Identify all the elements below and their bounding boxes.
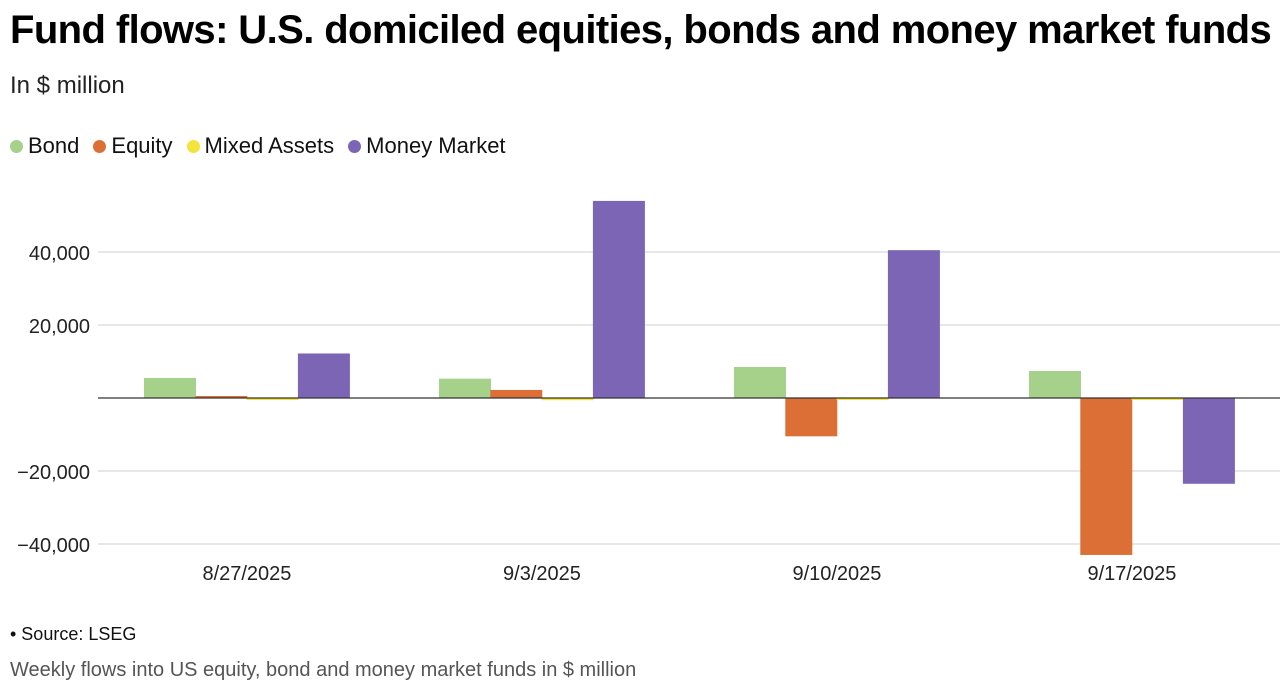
chart-title: Fund flows: U.S. domiciled equities, bon… xyxy=(10,8,1272,52)
y-tick-label-1: 20,000 xyxy=(29,316,90,338)
legend-item-mixed-assets: Mixed Assets xyxy=(186,133,335,159)
legend-item-bond: Bond xyxy=(10,133,79,159)
y-tick-label-3: −40,000 xyxy=(17,535,90,557)
bar-equity-2 xyxy=(785,398,838,437)
bar-bond-0 xyxy=(144,377,196,398)
legend-label-money-market: Money Market xyxy=(366,133,506,158)
bar-mixed-assets-0 xyxy=(246,398,299,400)
legend-swatch-bond xyxy=(10,139,23,153)
legend-label-equity: Equity xyxy=(111,133,173,158)
legend-swatch-mixed-assets xyxy=(186,139,200,153)
source-note: • Source: LSEG xyxy=(10,624,137,644)
legend-swatch-equity xyxy=(93,139,107,153)
bar-mixed-assets-2 xyxy=(836,398,889,400)
bar-money-market-0 xyxy=(297,353,350,398)
y-tick-label-0: 40,000 xyxy=(29,243,90,265)
x-tick-label-2: 9/10/2025 xyxy=(792,563,881,585)
bar-money-market-2 xyxy=(887,250,940,398)
x-tick-label-0: 8/27/2025 xyxy=(202,563,291,585)
bar-equity-3 xyxy=(1080,398,1133,555)
legend-label-bond: Bond xyxy=(28,133,80,158)
bar-mixed-assets-1 xyxy=(541,398,594,401)
y-tick-label-2: −20,000 xyxy=(17,462,90,484)
chart-subtitle: In $ million xyxy=(10,72,125,99)
x-tick-label-1: 9/3/2025 xyxy=(503,563,581,585)
legend-swatch-money-market xyxy=(348,139,362,153)
bar-bond-1 xyxy=(439,378,491,398)
bar-money-market-3 xyxy=(1182,398,1235,484)
chart-legend: Bond Equity Mixed Assets Money Market xyxy=(10,133,506,159)
bar-mixed-assets-3 xyxy=(1131,398,1184,400)
bar-equity-1 xyxy=(490,389,543,398)
x-tick-label-3: 9/17/2025 xyxy=(1087,563,1176,585)
legend-label-mixed-assets: Mixed Assets xyxy=(204,133,335,158)
bar-bond-2 xyxy=(734,366,786,398)
chart-caption: Weekly flows into US equity, bond and mo… xyxy=(10,659,637,681)
legend-item-money-market: Money Market xyxy=(348,133,506,159)
legend-item-equity: Equity xyxy=(93,133,173,159)
bar-money-market-1 xyxy=(592,200,645,398)
bar-equity-0 xyxy=(195,396,248,398)
bar-bond-3 xyxy=(1029,370,1081,398)
